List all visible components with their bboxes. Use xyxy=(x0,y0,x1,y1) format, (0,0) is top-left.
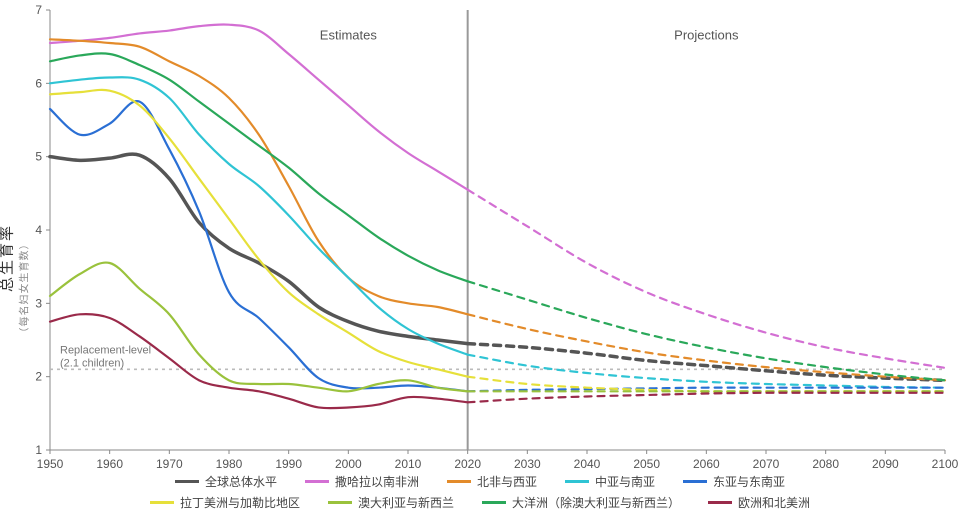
legend-swatch xyxy=(708,501,732,504)
svg-text:2050: 2050 xyxy=(633,457,660,471)
series-euna-dashed xyxy=(468,393,945,403)
legend-item-world: 全球总体水平 xyxy=(175,473,277,490)
svg-text:2: 2 xyxy=(35,370,42,384)
legend-label: 东亚与东南亚 xyxy=(713,473,785,490)
svg-text:2090: 2090 xyxy=(872,457,899,471)
svg-text:2000: 2000 xyxy=(335,457,362,471)
chart-container: { "chart": { "type": "line", "width": 96… xyxy=(0,0,960,515)
svg-text:Projections: Projections xyxy=(674,27,739,42)
legend-item-euna: 欧洲和北美洲 xyxy=(708,494,810,511)
series-ssa-solid xyxy=(50,24,468,189)
svg-text:Estimates: Estimates xyxy=(320,27,378,42)
legend-swatch xyxy=(175,480,199,483)
legend-label: 澳大利亚与新西兰 xyxy=(358,494,454,511)
y-axis-title: 总生育率 xyxy=(0,223,17,291)
svg-text:4: 4 xyxy=(35,223,42,237)
svg-text:2080: 2080 xyxy=(812,457,839,471)
svg-text:1970: 1970 xyxy=(156,457,183,471)
svg-text:2100: 2100 xyxy=(932,457,959,471)
legend-item-oceania: 大洋洲（除澳大利亚与新西兰） xyxy=(482,494,680,511)
series-csa-dashed xyxy=(468,355,945,388)
legend-item-anz: 澳大利亚与新西兰 xyxy=(328,494,454,511)
legend: 全球总体水平 撒哈拉以南非洲 北非与西亚 中亚与南亚 东亚与东南亚拉丁美洲与加勒比地区 澳… xyxy=(0,473,960,511)
svg-text:1950: 1950 xyxy=(37,457,64,471)
series-nawa-solid xyxy=(50,39,468,314)
legend-label: 大洋洲（除澳大利亚与新西兰） xyxy=(512,494,680,511)
legend-swatch xyxy=(683,480,707,483)
svg-text:6: 6 xyxy=(35,76,42,90)
legend-label: 拉丁美洲与加勒比地区 xyxy=(180,494,300,511)
legend-label: 欧洲和北美洲 xyxy=(738,494,810,511)
svg-text:2060: 2060 xyxy=(693,457,720,471)
legend-label: 撒哈拉以南非洲 xyxy=(335,473,419,490)
legend-swatch xyxy=(482,501,506,504)
svg-text:(2.1 children): (2.1 children) xyxy=(60,357,124,369)
svg-text:1990: 1990 xyxy=(275,457,302,471)
legend-item-esea: 东亚与东南亚 xyxy=(683,473,785,490)
svg-text:7: 7 xyxy=(35,3,42,17)
legend-swatch xyxy=(447,480,471,483)
svg-text:2030: 2030 xyxy=(514,457,541,471)
svg-text:Replacement-level: Replacement-level xyxy=(60,344,151,356)
svg-text:1980: 1980 xyxy=(216,457,243,471)
svg-text:2010: 2010 xyxy=(395,457,422,471)
legend-swatch xyxy=(328,501,352,504)
svg-text:3: 3 xyxy=(35,296,42,310)
legend-label: 中亚与南亚 xyxy=(595,473,655,490)
svg-text:2040: 2040 xyxy=(574,457,601,471)
series-world-solid xyxy=(50,154,468,344)
series-csa-solid xyxy=(50,77,468,354)
legend-item-ssa: 撒哈拉以南非洲 xyxy=(305,473,419,490)
legend-label: 北非与西亚 xyxy=(477,473,537,490)
legend-item-nawa: 北非与西亚 xyxy=(447,473,537,490)
svg-text:2020: 2020 xyxy=(454,457,481,471)
legend-item-lac: 拉丁美洲与加勒比地区 xyxy=(150,494,300,511)
series-world-dashed xyxy=(468,344,945,381)
legend-swatch xyxy=(305,480,329,483)
series-oceania-solid xyxy=(50,53,468,281)
legend-swatch xyxy=(565,480,589,483)
svg-text:1960: 1960 xyxy=(96,457,123,471)
legend-swatch xyxy=(150,501,174,504)
svg-text:2070: 2070 xyxy=(753,457,780,471)
svg-text:5: 5 xyxy=(35,150,42,164)
svg-text:1: 1 xyxy=(35,443,42,457)
y-axis-subtitle: （每名妇女生育数） xyxy=(16,239,31,338)
fertility-line-chart: 1 2 3 4 5 6 7 1950 1960 1970 1980 1990 2000 2010 2020 2… xyxy=(0,0,960,515)
legend-label: 全球总体水平 xyxy=(205,473,277,490)
series-ssa-dashed xyxy=(468,190,945,368)
legend-item-csa: 中亚与南亚 xyxy=(565,473,655,490)
